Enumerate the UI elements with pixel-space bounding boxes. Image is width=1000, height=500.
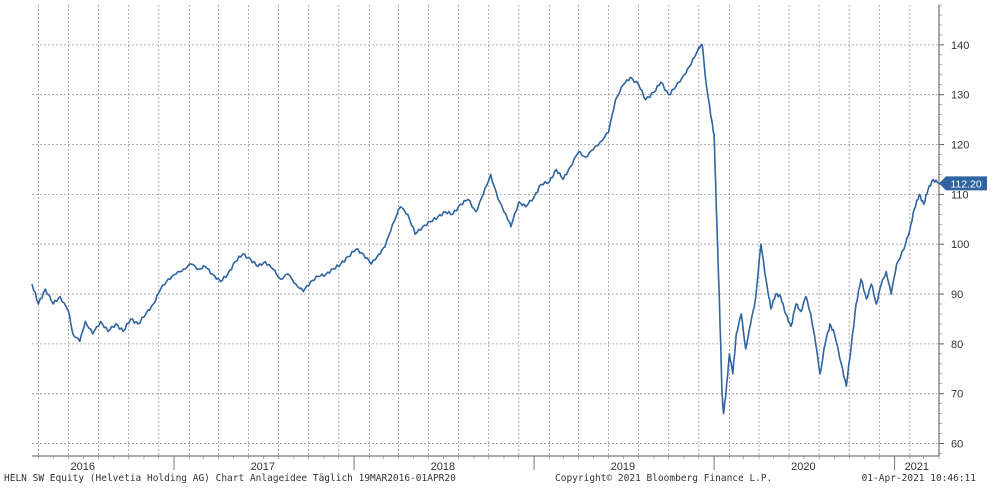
x-year-label: 2016 bbox=[71, 461, 95, 473]
series-layer bbox=[31, 43, 940, 415]
price-line bbox=[31, 43, 940, 415]
y-tick-label: 130 bbox=[951, 90, 969, 102]
x-year-label: 2020 bbox=[791, 461, 815, 473]
y-tick-label: 100 bbox=[951, 239, 969, 251]
grid bbox=[32, 5, 939, 456]
x-year-label: 2021 bbox=[905, 461, 929, 473]
y-tick-label: 90 bbox=[951, 289, 963, 301]
x-year-label: 2018 bbox=[431, 461, 455, 473]
last-value-marker: 112.20 bbox=[939, 176, 987, 191]
axes bbox=[32, 4, 944, 470]
copyright-notice: Copyright© 2021 Bloomberg Finance L.P. bbox=[555, 473, 773, 484]
last-value-label: 112.20 bbox=[950, 178, 981, 190]
x-year-label: 2019 bbox=[611, 461, 635, 473]
y-tick-label: 120 bbox=[951, 140, 969, 152]
chart-footer-description: HELN SW Equity (Helvetia Holding AG) Cha… bbox=[4, 473, 456, 484]
y-tick-label: 70 bbox=[951, 389, 963, 401]
x-year-label: 2017 bbox=[251, 461, 275, 473]
y-tick-label: 80 bbox=[951, 339, 963, 351]
timestamp: 01-Apr-2021 10:46:11 bbox=[861, 473, 976, 484]
y-tick-label: 60 bbox=[951, 439, 963, 451]
tick-labels: 60 70 80 90 100 110 120 130 140 2016 2017 2018 2019 2… bbox=[71, 40, 987, 473]
y-tick-label: 110 bbox=[951, 189, 969, 201]
y-tick-label: 140 bbox=[951, 40, 969, 52]
last-value-badge bbox=[939, 176, 987, 191]
